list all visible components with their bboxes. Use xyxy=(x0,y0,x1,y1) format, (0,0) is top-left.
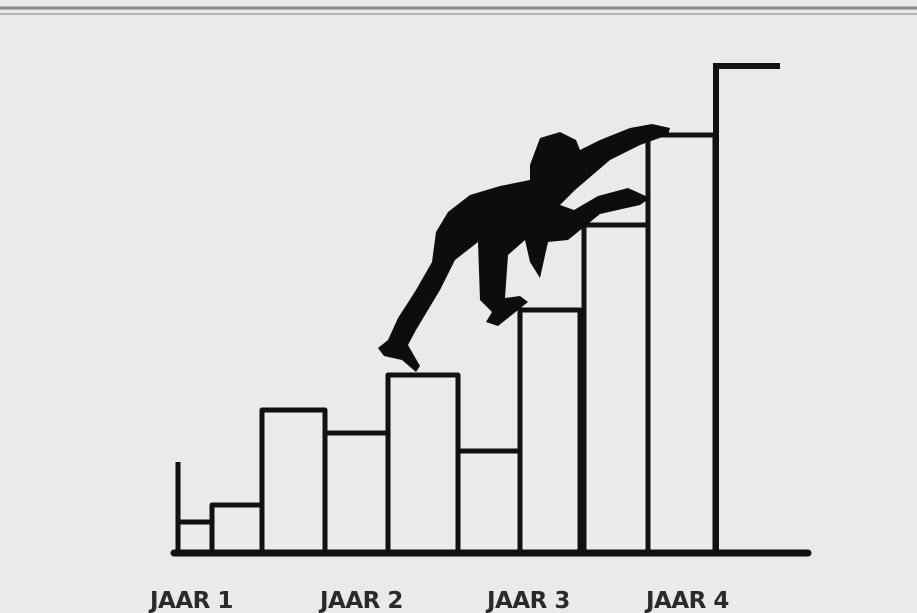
climbing-figure xyxy=(378,124,670,372)
bar xyxy=(581,222,651,555)
silhouette xyxy=(378,124,670,372)
bars xyxy=(170,63,812,557)
year-labels: JAAR 1 JAAR 2 JAAR 3 JAAR 4 xyxy=(148,588,729,613)
bar xyxy=(259,407,328,555)
bar xyxy=(385,372,461,555)
bar xyxy=(322,430,391,555)
top-step xyxy=(713,63,780,552)
bar xyxy=(517,307,583,555)
bar xyxy=(209,502,265,555)
bar xyxy=(645,132,718,555)
year-label: JAAR 3 xyxy=(485,588,570,613)
year-label: JAAR 2 xyxy=(318,588,403,613)
bar xyxy=(175,519,215,555)
year-label: JAAR 4 xyxy=(644,588,729,613)
year-label: JAAR 1 xyxy=(148,588,233,613)
bar xyxy=(455,448,523,555)
